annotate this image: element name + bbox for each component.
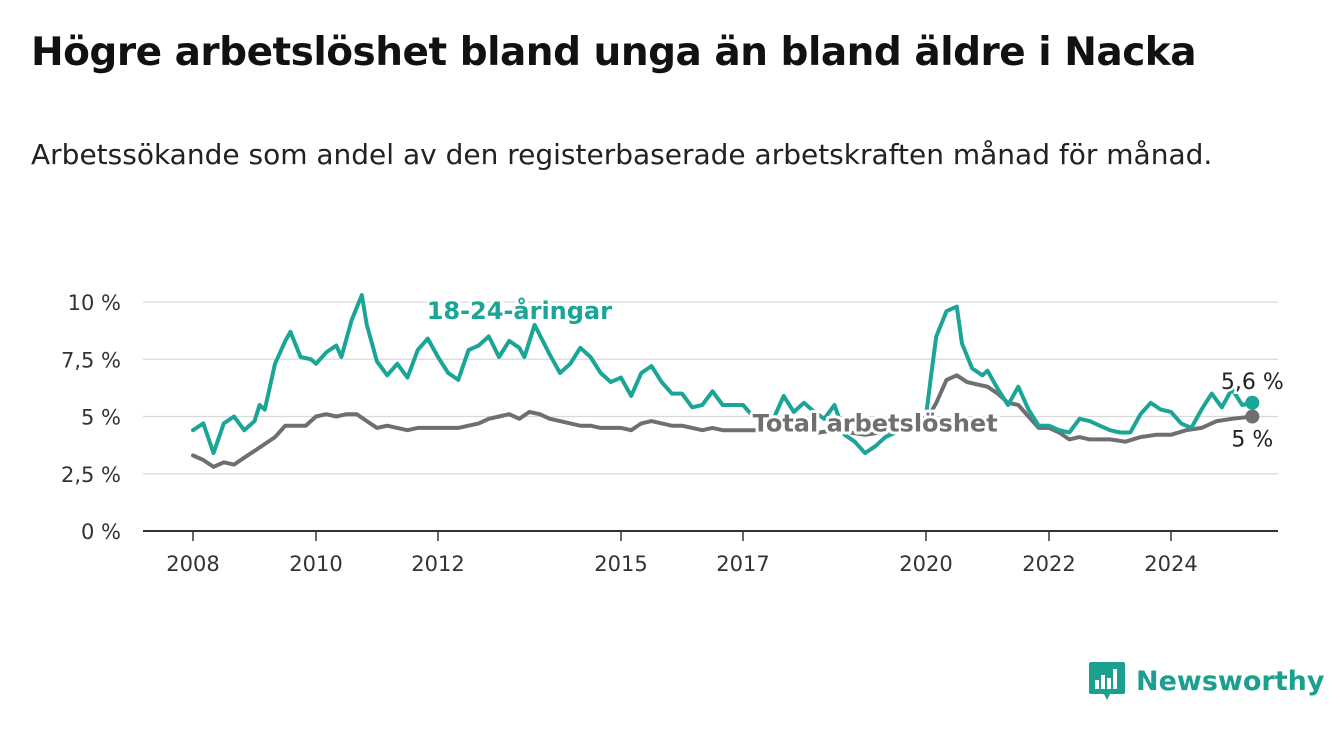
end-label-total: 5 % <box>1231 428 1273 453</box>
series-labels: 18-24-åringar 5,6 % Total arbetslöshet 5 % <box>424 293 1287 455</box>
x-tick-label: 2017 <box>716 552 769 576</box>
x-tick-label: 2020 <box>899 552 952 576</box>
series-line-total <box>191 373 1255 469</box>
y-tick-label: 10 % <box>68 291 121 315</box>
series-label-youth: 18-24-åringar <box>427 296 612 325</box>
x-tick-label: 2022 <box>1022 552 1075 576</box>
newsworthy-chart-logo-icon <box>1089 662 1125 700</box>
y-tick-label: 0 % <box>81 520 121 544</box>
end-point-youth <box>1245 395 1260 410</box>
y-tick-label: 5 % <box>81 406 121 430</box>
series-lines <box>191 293 1260 469</box>
series-line-youth <box>191 293 1255 456</box>
chart-title: Högre arbetslöshet bland unga än bland ä… <box>31 30 1197 75</box>
brand-name: Newsworthy <box>1136 665 1325 697</box>
x-tick-label: 2010 <box>289 552 342 576</box>
gridlines <box>143 301 1278 532</box>
end-label-youth: 5,6 % <box>1221 370 1284 395</box>
x-tick-label: 2012 <box>411 552 464 576</box>
y-axis-ticks: 0 % 2,5 % 5 % 7,5 % 10 % <box>61 291 121 544</box>
x-tick-label: 2008 <box>166 552 219 576</box>
y-tick-label: 7,5 % <box>61 348 121 372</box>
end-point-total <box>1245 409 1260 424</box>
series-label-total: Total arbetslöshet <box>753 409 998 437</box>
x-tick-label: 2015 <box>594 552 647 576</box>
y-tick-label: 2,5 % <box>61 463 121 487</box>
chart-subtitle: Arbetssökande som andel av den registerb… <box>31 138 1213 171</box>
x-tick-label: 2024 <box>1144 552 1197 576</box>
x-axis-ticks: 2008 2010 2012 2015 2017 2020 2022 2024 <box>166 531 1198 576</box>
brand-logo: Newsworthy <box>1088 660 1324 702</box>
